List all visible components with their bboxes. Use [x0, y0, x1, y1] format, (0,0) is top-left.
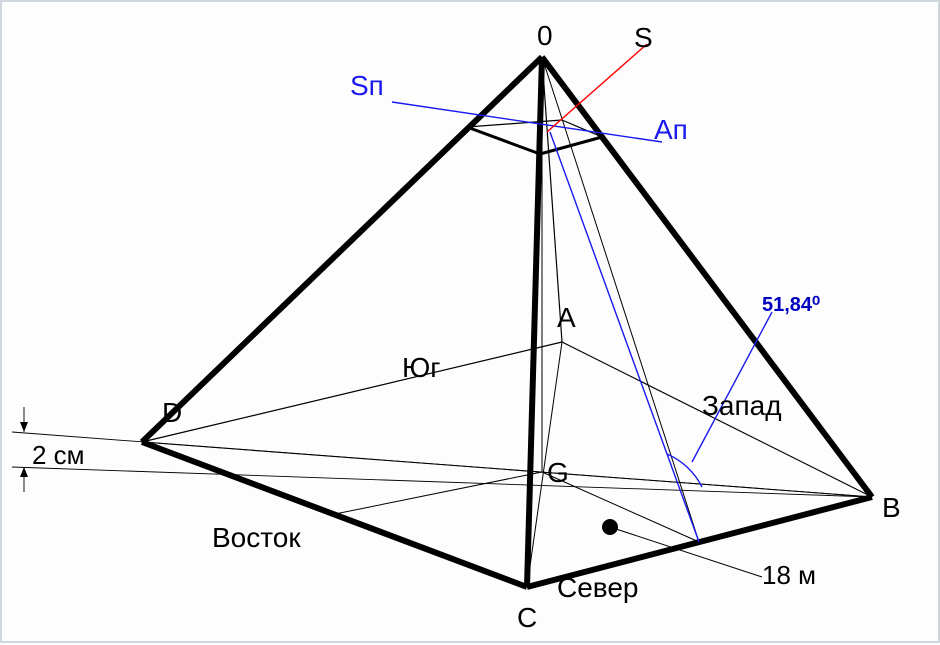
label-south: Юг: [402, 352, 441, 384]
label-east: Восток: [212, 522, 301, 554]
label-s: S: [634, 22, 653, 54]
label-d: D: [162, 397, 182, 429]
label-2cm: 2 см: [32, 440, 85, 471]
label-a: A: [557, 302, 576, 334]
pyramidion-section: [467, 120, 602, 154]
label-north: Север: [557, 572, 639, 604]
pyramid-main-edges: [142, 57, 872, 587]
base-back-edges: [142, 57, 872, 497]
label-sp: Sп: [350, 70, 384, 102]
label-west: Запад: [702, 390, 782, 422]
label-c: C: [517, 602, 537, 634]
label-b: B: [882, 492, 901, 524]
label-ap: Aп: [654, 114, 688, 146]
base-diagonals: [142, 57, 872, 587]
label-g: G: [547, 457, 569, 489]
diagram-canvas: 0 S Sп Aп A G B C D Юг Запад Север Восто…: [0, 0, 940, 643]
label-zero: 0: [537, 20, 553, 52]
label-18m: 18 м: [762, 560, 816, 591]
label-angle: 51,84⁰: [762, 292, 820, 317]
blue-construction: [392, 102, 772, 542]
pyramid-svg: [2, 2, 940, 645]
